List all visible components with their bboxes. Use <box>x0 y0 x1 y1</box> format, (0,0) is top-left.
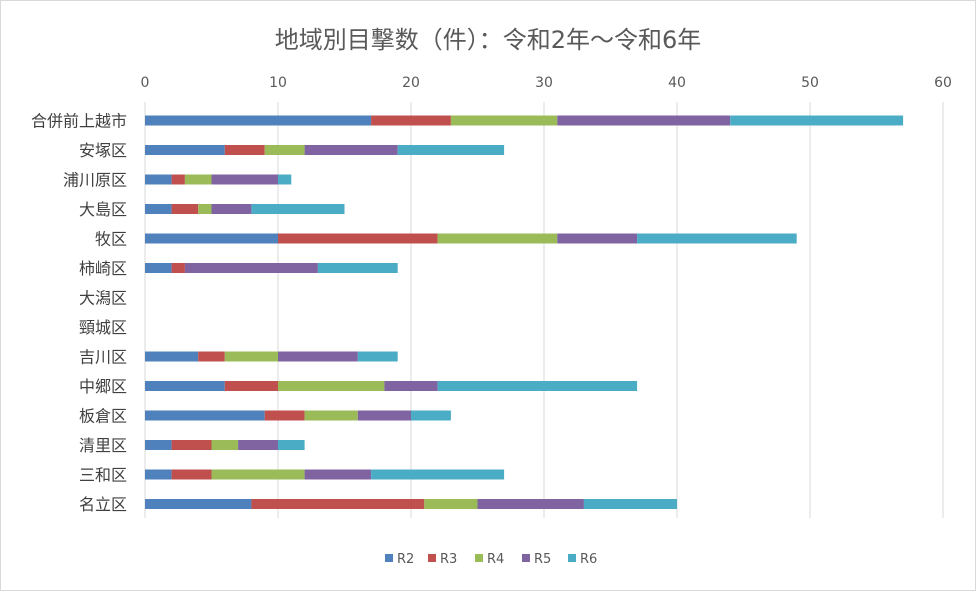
x-tick-label: 0 <box>141 75 150 91</box>
bars <box>145 115 904 509</box>
category-label: 牧区 <box>95 230 127 249</box>
bar-r5 <box>304 145 398 155</box>
bar-r5 <box>211 174 278 185</box>
gridlines <box>144 102 944 518</box>
bar-r4 <box>450 115 558 126</box>
x-tick-label: 60 <box>934 75 952 91</box>
bar-r2 <box>145 115 372 126</box>
bar-r5 <box>557 233 638 244</box>
category-label: 合併前上越市 <box>31 112 127 131</box>
bar-r3 <box>251 499 425 509</box>
bar-r2 <box>145 440 172 450</box>
bar-r3 <box>198 351 225 362</box>
bar-r3 <box>264 410 305 421</box>
category-label: 頸城区 <box>79 318 127 337</box>
bar-r2 <box>145 499 252 509</box>
bar-r4 <box>437 233 558 244</box>
legend-swatch-r6 <box>568 554 576 562</box>
legend-swatch-r5 <box>522 554 530 562</box>
bar-r3 <box>171 204 199 214</box>
category-label: 清里区 <box>79 436 127 455</box>
bar-r6 <box>411 410 451 421</box>
bar-r4 <box>264 145 305 155</box>
legend-label-r3: R3 <box>440 552 457 567</box>
bar-r6 <box>637 233 797 244</box>
bar-r6 <box>278 440 305 450</box>
bar-r5 <box>384 381 438 391</box>
bar-r2 <box>145 145 225 155</box>
bar-r2 <box>145 381 225 391</box>
bar-r4 <box>184 174 212 185</box>
bar-r2 <box>145 351 199 362</box>
legend-swatch-r4 <box>475 554 483 562</box>
bar-r5 <box>357 410 411 421</box>
chart-title: 地域別目撃数（件）：令和2年～令和6年 <box>274 26 702 54</box>
bar-r5 <box>557 115 731 126</box>
bar-r6 <box>730 115 904 126</box>
bar-r6 <box>371 469 505 480</box>
x-tick-label: 50 <box>801 75 819 91</box>
bar-r4 <box>211 440 239 450</box>
bar-r3 <box>171 263 185 273</box>
category-label: 名立区 <box>79 495 127 514</box>
x-tick-label: 20 <box>402 75 420 91</box>
bar-r6 <box>437 381 638 391</box>
bar-r3 <box>278 233 438 244</box>
bar-r4 <box>304 410 358 421</box>
legend-label-r4: R4 <box>487 552 504 567</box>
bar-r5 <box>238 440 278 450</box>
bar-r6 <box>251 204 345 214</box>
category-label: 柿崎区 <box>79 259 127 278</box>
legend-label-r6: R6 <box>580 552 597 567</box>
bar-r2 <box>145 204 172 214</box>
bar-r6 <box>397 145 505 155</box>
bar-r2 <box>145 410 265 421</box>
category-label: 中郷区 <box>79 377 127 396</box>
bar-r5 <box>477 499 584 509</box>
bar-r3 <box>224 145 265 155</box>
bar-r4 <box>224 351 278 362</box>
legend: R2 R3 R4 R5 R6 <box>385 552 597 567</box>
bar-r3 <box>171 174 185 185</box>
bar-r6 <box>317 263 398 273</box>
x-tick-label: 10 <box>269 75 287 91</box>
x-tick-label: 40 <box>668 75 686 91</box>
bar-r4 <box>211 469 305 480</box>
category-axis: 合併前上越市安塚区浦川原区大島区牧区柿崎区大潟区頸城区吉川区中郷区板倉区清里区三… <box>31 112 127 515</box>
category-label: 大潟区 <box>79 289 127 308</box>
bar-r2 <box>145 174 172 185</box>
bar-r5 <box>184 263 318 273</box>
bar-r2 <box>145 263 172 273</box>
bar-r3 <box>224 381 278 391</box>
legend-label-r2: R2 <box>397 552 414 567</box>
bar-r6 <box>278 174 292 185</box>
bar-r6 <box>357 351 398 362</box>
bar-r3 <box>171 469 212 480</box>
bar-r5 <box>304 469 372 480</box>
category-label: 安塚区 <box>79 141 127 160</box>
x-axis-ticks: 0 10 20 30 40 50 60 <box>141 75 952 91</box>
legend-label-r5: R5 <box>534 552 551 567</box>
category-label: 板倉区 <box>79 407 127 426</box>
category-label: 大島区 <box>79 200 127 219</box>
bar-r2 <box>145 469 172 480</box>
x-tick-label: 30 <box>535 75 553 91</box>
bar-r4 <box>198 204 212 214</box>
legend-swatch-r3 <box>428 554 436 562</box>
bar-r5 <box>278 351 358 362</box>
category-label: 吉川区 <box>79 348 127 367</box>
bar-r6 <box>583 499 677 509</box>
legend-swatch-r2 <box>385 554 393 562</box>
bar-r5 <box>211 204 252 214</box>
bar-r4 <box>424 499 478 509</box>
bar-r3 <box>171 440 212 450</box>
bar-r3 <box>371 115 451 126</box>
category-label: 三和区 <box>79 466 127 485</box>
bar-r2 <box>145 233 278 244</box>
category-label: 浦川原区 <box>63 171 127 190</box>
bar-r4 <box>278 381 385 391</box>
